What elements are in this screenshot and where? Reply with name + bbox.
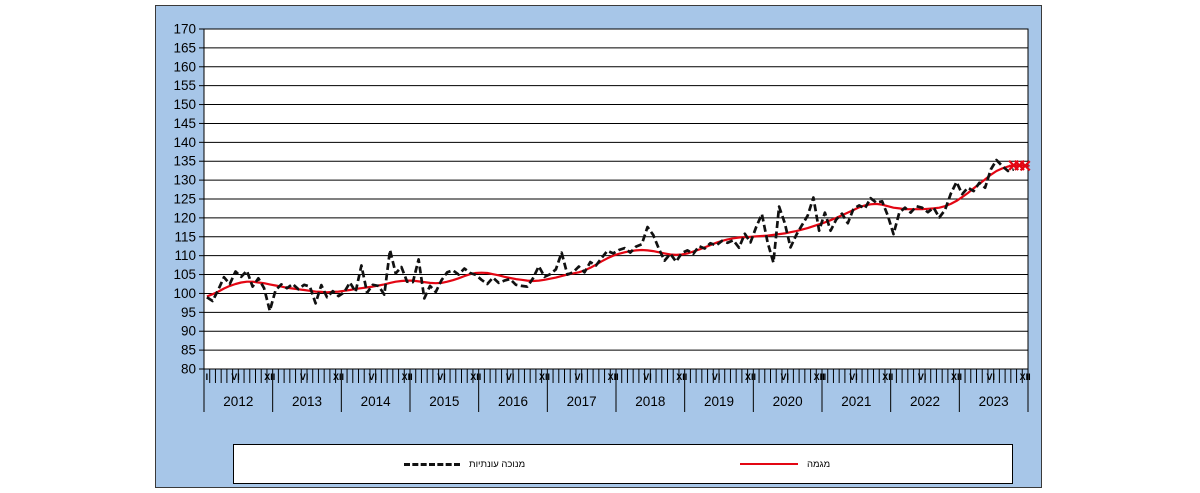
year-label: 2016 bbox=[498, 394, 528, 409]
y-axis-labels: 80 85 90 95 100 105 110 115 120 125 130 135 140 145 15… bbox=[173, 22, 196, 377]
month-tick-label: VI bbox=[781, 372, 790, 382]
month-tick-label: VI bbox=[575, 372, 584, 382]
month-tick-label: VI bbox=[643, 372, 652, 382]
legend-item-seasonal: מנוכה עונתיות bbox=[404, 445, 525, 483]
month-tick-label: XII bbox=[264, 372, 275, 382]
month-tick-label: VI bbox=[300, 372, 309, 382]
y-tick-label: 165 bbox=[173, 40, 196, 55]
year-label: 2018 bbox=[635, 394, 665, 409]
month-tick-label: VI bbox=[369, 372, 378, 382]
year-label: 2017 bbox=[567, 394, 597, 409]
y-tick-label: 135 bbox=[173, 154, 196, 169]
month-tick-label: XII bbox=[951, 372, 962, 382]
year-label: 2015 bbox=[429, 394, 459, 409]
month-tick-label: VI bbox=[987, 372, 996, 382]
provisional-x-markers bbox=[1008, 159, 1031, 172]
y-tick-label: 105 bbox=[173, 267, 196, 282]
month-tick-label: XII bbox=[539, 372, 550, 382]
y-tick-label: 160 bbox=[173, 59, 196, 74]
year-label: 2019 bbox=[704, 394, 734, 409]
month-tick-label: XII bbox=[333, 372, 344, 382]
month-tick-label: XII bbox=[745, 372, 756, 382]
year-label: 2013 bbox=[292, 394, 322, 409]
chart-svg: 80 85 90 95 100 105 110 115 120 125 130 135 140 145 15… bbox=[173, 22, 1031, 412]
month-tick-label: XII bbox=[402, 372, 413, 382]
month-tick-label: VI bbox=[231, 372, 240, 382]
chart-panel: 80 85 90 95 100 105 110 115 120 125 130 135 140 145 15… bbox=[155, 5, 1042, 488]
month-tick-label: VI bbox=[918, 372, 927, 382]
month-tick-label: VI bbox=[849, 372, 858, 382]
x-axis-month-labels: I VI XII VI XII VI XII VI XII VI XII VI XII VI XII VI XI… bbox=[206, 372, 1031, 382]
legend-box: מנוכה עונתיות מגמה bbox=[233, 444, 1013, 484]
year-label: 2021 bbox=[841, 394, 871, 409]
month-tick-label: XII bbox=[470, 372, 481, 382]
red-line-sample-icon bbox=[740, 463, 798, 465]
y-tick-label: 115 bbox=[174, 229, 196, 244]
month-tick-label: XII bbox=[814, 372, 825, 382]
y-tick-label: 110 bbox=[174, 248, 196, 263]
year-label: 2012 bbox=[223, 394, 253, 409]
month-tick-label: I bbox=[206, 372, 209, 382]
month-tick-label: I bbox=[824, 372, 827, 382]
month-tick-label: VI bbox=[506, 372, 515, 382]
trend-series-line bbox=[206, 164, 1026, 298]
y-tick-label: 145 bbox=[173, 116, 196, 131]
month-tick-label: XII bbox=[676, 372, 687, 382]
y-axis-ticks bbox=[199, 28, 204, 370]
y-tick-label: 155 bbox=[173, 78, 196, 93]
month-tick-label: XII bbox=[882, 372, 893, 382]
x-axis-month-ticks bbox=[203, 369, 1029, 412]
month-tick-label: VI bbox=[712, 372, 721, 382]
y-tick-label: 80 bbox=[181, 362, 196, 377]
legend-label-seasonal: מנוכה עונתיות bbox=[469, 458, 526, 470]
year-label: 2014 bbox=[361, 394, 392, 409]
month-tick-label: VI bbox=[437, 372, 446, 382]
year-label: 2022 bbox=[910, 394, 940, 409]
y-tick-label: 90 bbox=[181, 324, 196, 339]
month-tick-label: XII bbox=[1020, 372, 1031, 382]
y-tick-label: 100 bbox=[173, 286, 196, 301]
year-labels: 2012 2013 2014 2015 2016 2017 2018 2019 2020 2021… bbox=[223, 394, 1008, 409]
y-tick-label: 95 bbox=[181, 305, 196, 320]
month-tick-label: XII bbox=[608, 372, 619, 382]
y-tick-label: 170 bbox=[173, 22, 196, 37]
year-label: 2020 bbox=[773, 394, 803, 409]
legend-label-trend: מגמה bbox=[807, 458, 831, 470]
y-tick-label: 140 bbox=[173, 135, 196, 150]
year-label: 2023 bbox=[979, 394, 1009, 409]
y-tick-label: 130 bbox=[173, 173, 196, 188]
seasonal-series-line bbox=[206, 158, 1015, 313]
y-tick-label: 150 bbox=[173, 97, 196, 112]
y-tick-label: 125 bbox=[173, 192, 196, 207]
y-tick-label: 120 bbox=[173, 210, 196, 225]
legend-item-trend: מגמה bbox=[740, 445, 830, 483]
y-tick-label: 85 bbox=[181, 343, 196, 358]
dashed-line-sample-icon bbox=[404, 462, 460, 466]
